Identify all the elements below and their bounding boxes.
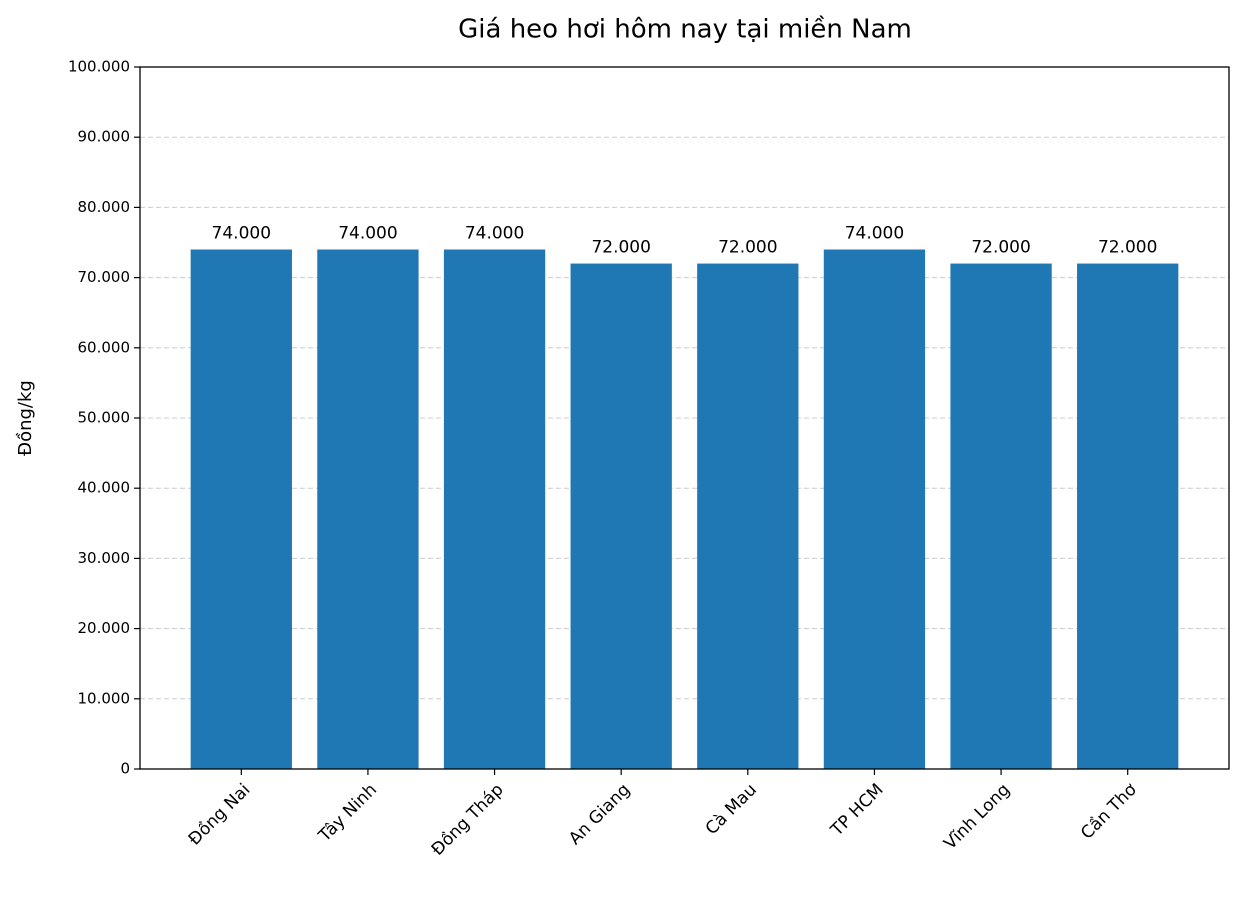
y-tick-label: 10.000 [78, 689, 131, 707]
x-tick-label: Đồng Nai [184, 779, 254, 849]
x-tick-label: Vĩnh Long [940, 780, 1014, 854]
y-axis-label: Đồng/kg [15, 380, 36, 456]
x-tick-label: An Giang [565, 780, 634, 849]
y-tick-label: 90.000 [78, 128, 131, 146]
bar [950, 263, 1052, 769]
y-tick-label: 50.000 [78, 409, 131, 427]
y-tick-label: 0 [120, 760, 130, 778]
y-tick-label: 30.000 [78, 549, 131, 567]
bar [317, 249, 419, 769]
y-tick-label: 70.000 [78, 268, 131, 286]
bar [697, 263, 799, 769]
y-tick-label: 40.000 [78, 479, 131, 497]
value-label: 72.000 [971, 238, 1030, 258]
bar [443, 249, 546, 769]
value-label: 72.000 [1098, 238, 1157, 258]
value-label: 74.000 [845, 224, 904, 244]
value-label: 72.000 [718, 238, 777, 258]
value-label: 74.000 [212, 224, 271, 244]
bar [570, 263, 672, 769]
y-tick-label: 80.000 [78, 198, 131, 216]
y-tick-label: 100.000 [68, 58, 130, 76]
chart-title: Giá heo hơi hôm nay tại miền Nam [458, 15, 912, 45]
x-tick-label: Tây Ninh [314, 780, 381, 847]
bar [1077, 263, 1179, 769]
x-tick-label: TP HCM [826, 780, 887, 841]
x-tick-label: Đồng Tháp [427, 779, 508, 860]
plot-frame [139, 66, 1230, 770]
value-label: 74.000 [465, 224, 524, 244]
y-tick-label: 60.000 [78, 338, 131, 356]
y-tick-label: 20.000 [78, 619, 131, 637]
bar [190, 249, 292, 769]
x-tick-label: Cà Mau [702, 780, 761, 839]
value-label: 74.000 [338, 224, 397, 244]
value-label: 72.000 [591, 238, 650, 258]
bar [823, 249, 926, 769]
x-tick-label: Cần Thơ [1076, 779, 1141, 844]
